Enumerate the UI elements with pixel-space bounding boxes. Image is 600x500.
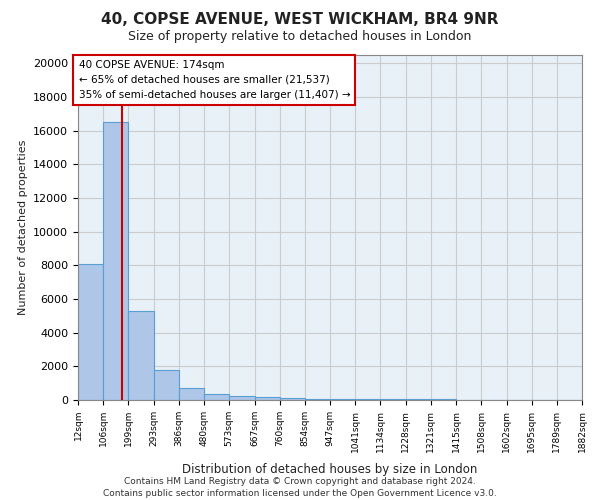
Bar <box>330 399 355 400</box>
Bar <box>355 399 380 400</box>
Text: 40 COPSE AVENUE: 174sqm
← 65% of detached houses are smaller (21,537)
35% of sem: 40 COPSE AVENUE: 174sqm ← 65% of detache… <box>79 60 350 100</box>
Bar <box>128 311 154 400</box>
Bar <box>154 370 179 400</box>
Bar <box>229 396 254 400</box>
Text: Size of property relative to detached houses in London: Size of property relative to detached ho… <box>128 30 472 43</box>
Text: Contains public sector information licensed under the Open Government Licence v3: Contains public sector information licen… <box>103 490 497 498</box>
Text: 40, COPSE AVENUE, WEST WICKHAM, BR4 9NR: 40, COPSE AVENUE, WEST WICKHAM, BR4 9NR <box>101 12 499 28</box>
X-axis label: Distribution of detached houses by size in London: Distribution of detached houses by size … <box>182 463 478 476</box>
Bar <box>78 264 103 400</box>
Y-axis label: Number of detached properties: Number of detached properties <box>17 140 28 315</box>
Bar <box>280 398 305 400</box>
Bar <box>179 388 204 400</box>
Bar <box>305 398 330 400</box>
Bar <box>204 394 229 400</box>
Text: Contains HM Land Registry data © Crown copyright and database right 2024.: Contains HM Land Registry data © Crown c… <box>124 476 476 486</box>
Bar <box>103 122 128 400</box>
Bar <box>254 398 280 400</box>
